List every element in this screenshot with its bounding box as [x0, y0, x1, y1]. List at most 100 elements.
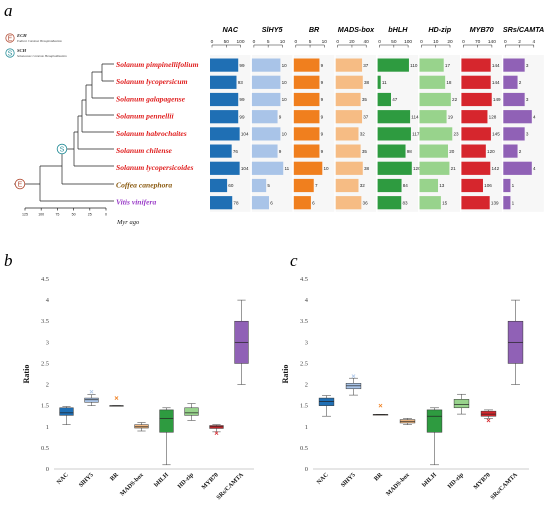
family-bar [419, 127, 453, 141]
box-MADS-box: MADS-box [385, 418, 416, 498]
x-category-label: SRs/CAMTA [489, 471, 519, 501]
family-value-label: 104 [241, 166, 249, 171]
y-tick-label: 0 [305, 466, 308, 473]
family-panel: MADS-box 0 20 40 37 38 35 37 32 35 38 32 36 [335, 25, 377, 212]
family-value-label: 99 [239, 114, 245, 119]
family-value-label: 9 [321, 114, 324, 119]
family-bar [210, 92, 239, 107]
family-tick-label: 40 [364, 39, 370, 45]
family-value-label: 84 [403, 183, 409, 188]
x-category-label: BR [109, 471, 120, 482]
family-tick-label: 20 [447, 39, 453, 45]
box-MADS-box: MADS-box [119, 422, 149, 498]
family-value-label: 9 [321, 97, 324, 102]
time-axis-tick-label: 0 [105, 213, 107, 217]
box-HD-zip: HD-zip [176, 403, 199, 490]
family-value-label: 1 [512, 200, 515, 205]
family-value-label: 17 [445, 63, 451, 68]
family-value-label: 98 [407, 149, 413, 154]
family-title: SRs/CAMTA [503, 25, 544, 34]
family-value-label: 10 [282, 63, 288, 68]
family-value-label: 139 [491, 200, 499, 205]
y-tick-label: 1 [305, 424, 308, 431]
family-value-label: 4 [533, 166, 536, 171]
y-axis-label: Ratio [22, 365, 31, 384]
family-value-label: 9 [321, 80, 324, 85]
box-MYB70: MYB70 [472, 409, 497, 491]
family-bar [419, 178, 439, 193]
x-category-label: MADS-box [385, 471, 412, 498]
time-axis-tick-label: 125 [22, 213, 28, 217]
family-value-label: 38 [364, 80, 370, 85]
time-axis-tick-label: 100 [38, 213, 44, 217]
family-value-label: 117 [412, 132, 420, 137]
family-value-label: 93 [238, 80, 244, 85]
family-value-label: 1 [512, 183, 515, 188]
family-bar [210, 110, 239, 124]
family-bar [335, 110, 363, 124]
family-bar [293, 75, 320, 89]
y-tick-label: 2 [305, 382, 308, 389]
family-bar [210, 58, 239, 72]
family-value-label: 19 [448, 114, 454, 119]
family-bar [293, 58, 320, 72]
y-tick-label: 4 [305, 297, 309, 304]
species-label: Coffea canephora [116, 180, 172, 189]
family-bar [377, 196, 402, 210]
family-value-label: 9 [279, 114, 282, 119]
family-bar [335, 127, 359, 141]
family-value-label: 36 [363, 200, 369, 205]
family-value-label: 120 [413, 166, 421, 171]
family-value-label: 5 [267, 183, 270, 188]
species-label: Solanum galapagense [116, 94, 186, 103]
family-tick-label: 10 [280, 39, 286, 45]
box-body [59, 407, 74, 416]
family-value-label: 149 [493, 97, 501, 102]
family-bar [503, 178, 511, 193]
box-body [426, 409, 443, 433]
boxplot-b: Ratio 0 0.5 1 1.5 2 2.5 3 3.5 4 4.5 NAC SlHY5 BRMADS-… [22, 276, 254, 501]
family-bar [293, 92, 320, 107]
x-category-label: NAC [55, 471, 69, 485]
box-SlHY5: SlHY5 [78, 389, 99, 489]
family-tick-label: 2 [518, 39, 521, 45]
y-tick-label: 3.5 [41, 318, 49, 325]
time-axis-label: Myr ago [116, 219, 140, 226]
species-label: Solanum lycopersicum [116, 77, 188, 86]
y-tick-label: 0.5 [300, 445, 308, 452]
family-bar [293, 161, 323, 175]
family-value-label: 7 [315, 183, 318, 188]
family-bar [419, 110, 447, 124]
family-tick-label: 10 [433, 39, 439, 45]
sch-legend-title: SCH [17, 48, 27, 53]
family-bar [503, 161, 532, 175]
family-bar [461, 110, 488, 124]
family-value-label: 99 [239, 97, 245, 102]
family-tick-label: 70 [475, 39, 481, 45]
family-bar [461, 196, 490, 210]
box-SRs/CAMTA: SRs/CAMTA [489, 299, 524, 501]
x-category-label: HD-zip [176, 471, 195, 490]
time-axis-tick-label: 25 [88, 213, 92, 217]
family-bar [503, 92, 525, 107]
family-value-label: 22 [452, 97, 458, 102]
family-title: MADS-box [338, 25, 375, 34]
family-value-label: 11 [382, 80, 387, 85]
ech-legend-symbol: E [8, 35, 13, 42]
family-tick-label: 140 [488, 39, 496, 45]
family-bar [210, 196, 233, 210]
family-value-label: 37 [363, 114, 369, 119]
time-axis-tick-label: 50 [72, 213, 76, 217]
family-bar [419, 92, 451, 107]
family-bar [293, 178, 314, 193]
x-category-label: MYB70 [200, 471, 220, 491]
family-bar [461, 161, 491, 175]
box-outlier [114, 396, 119, 400]
family-value-label: 9 [321, 149, 324, 154]
family-bar [377, 178, 402, 193]
family-value-label: 32 [360, 183, 366, 188]
x-category-label: MADS-box [119, 471, 146, 498]
family-value-label: 99 [239, 63, 245, 68]
legend: E ECH Eudicot Common Hexaploidization S … [5, 33, 67, 58]
